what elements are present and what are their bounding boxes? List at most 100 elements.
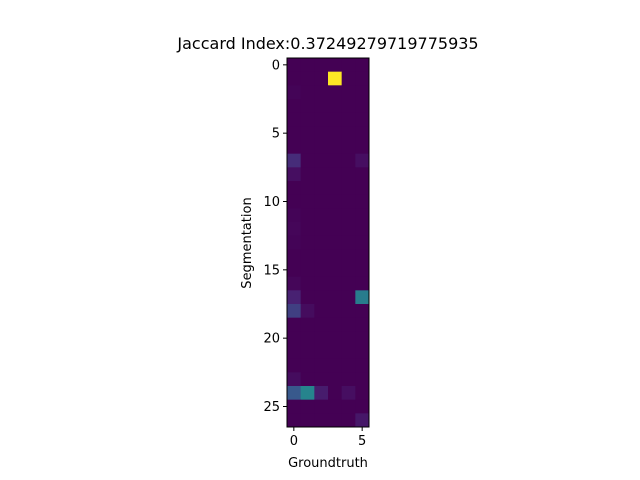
heatmap-cell <box>355 181 370 196</box>
heatmap-cell <box>314 345 329 360</box>
heatmap-cell <box>355 235 370 250</box>
heatmap-cell <box>287 126 302 141</box>
heatmap-cell <box>300 386 315 401</box>
heatmap-cell <box>328 167 343 182</box>
heatmap-cell <box>287 99 302 114</box>
x-tick-label: 5 <box>358 434 366 449</box>
heatmap-cell <box>341 386 356 401</box>
heatmap-cell <box>300 317 315 332</box>
heatmap-cell <box>314 235 329 250</box>
heatmap-cell <box>314 317 329 332</box>
heatmap-cell <box>328 85 343 100</box>
heatmap-cell <box>341 358 356 373</box>
heatmap-cell <box>328 263 343 278</box>
heatmap-cell <box>314 290 329 305</box>
y-axis-label: Segmentation <box>240 197 255 288</box>
heatmap-cell <box>355 58 370 73</box>
heatmap-cell <box>287 276 302 291</box>
heatmap-cell <box>287 222 302 237</box>
heatmap-cell <box>300 235 315 250</box>
heatmap-cell <box>300 99 315 114</box>
heatmap-cell <box>355 126 370 141</box>
heatmap-cell <box>341 331 356 346</box>
heatmap-cell <box>287 85 302 100</box>
heatmap-cell <box>355 358 370 373</box>
heatmap-cell <box>287 345 302 360</box>
heatmap-cell <box>287 167 302 182</box>
heatmap-cell <box>328 235 343 250</box>
heatmap-cell <box>355 167 370 182</box>
heatmap-cell <box>287 71 302 86</box>
heatmap-cell <box>287 263 302 278</box>
heatmap-cell <box>355 331 370 346</box>
x-tick-label: 0 <box>290 434 298 449</box>
heatmap-cell <box>328 304 343 319</box>
heatmap-cell <box>328 140 343 155</box>
heatmap-cell <box>314 153 329 168</box>
heatmap-cell <box>300 276 315 291</box>
plot-frame <box>286 57 370 428</box>
y-tick-label: 10 <box>263 195 280 210</box>
heatmap-cell <box>314 263 329 278</box>
heatmap-cell <box>328 399 343 414</box>
heatmap-cell <box>355 290 370 305</box>
heatmap-cell <box>314 208 329 223</box>
heatmap-cell <box>300 249 315 264</box>
heatmap-cell <box>300 304 315 319</box>
x-axis-label: Groundtruth <box>288 456 368 471</box>
heatmap-cell <box>328 222 343 237</box>
heatmap-cell <box>314 399 329 414</box>
heatmap-cell <box>328 153 343 168</box>
heatmap-cell <box>355 413 370 428</box>
heatmap-cell <box>314 249 329 264</box>
heatmap-cell <box>355 249 370 264</box>
heatmap-cell <box>355 194 370 209</box>
heatmap-cell <box>355 372 370 387</box>
heatmap-cell <box>328 112 343 127</box>
heatmap-cell <box>355 263 370 278</box>
heatmap-cell <box>300 290 315 305</box>
heatmap-cell <box>355 304 370 319</box>
heatmap-cell <box>355 112 370 127</box>
heatmap-cell <box>341 167 356 182</box>
heatmap-cell <box>328 99 343 114</box>
heatmap-cell <box>341 181 356 196</box>
heatmap-cell <box>314 304 329 319</box>
heatmap-cell <box>314 222 329 237</box>
heatmap-cell <box>314 181 329 196</box>
heatmap-cell <box>314 358 329 373</box>
heatmap-cell <box>314 331 329 346</box>
heatmap-cell <box>314 276 329 291</box>
heatmap-cell <box>341 399 356 414</box>
heatmap-cell <box>300 112 315 127</box>
heatmap-cell <box>314 194 329 209</box>
heatmap-cell <box>341 112 356 127</box>
heatmap-cell <box>287 140 302 155</box>
heatmap-cell <box>328 413 343 428</box>
heatmap-cell <box>300 399 315 414</box>
heatmap-cell <box>287 290 302 305</box>
heatmap-cell <box>341 153 356 168</box>
heatmap-cell <box>300 194 315 209</box>
heatmap-cell <box>341 317 356 332</box>
heatmap-cell <box>341 276 356 291</box>
heatmap-cell <box>341 85 356 100</box>
heatmap-cell <box>287 372 302 387</box>
y-tick-label: 20 <box>263 332 280 347</box>
heatmap-cell <box>300 263 315 278</box>
heatmap-cell <box>287 58 302 73</box>
y-tick-label: 5 <box>272 127 280 142</box>
heatmap-cell <box>314 85 329 100</box>
heatmap-cell <box>328 58 343 73</box>
heatmap-cell <box>341 58 356 73</box>
heatmap-cell <box>300 331 315 346</box>
chart-title: Jaccard Index:0.37249279719775935 <box>176 34 478 53</box>
heatmap-cell <box>341 140 356 155</box>
heatmap-cell <box>314 413 329 428</box>
heatmap-cell <box>314 58 329 73</box>
heatmap-cell <box>328 126 343 141</box>
heatmap-cell <box>355 71 370 86</box>
heatmap-cell <box>300 140 315 155</box>
heatmap-cell <box>328 372 343 387</box>
